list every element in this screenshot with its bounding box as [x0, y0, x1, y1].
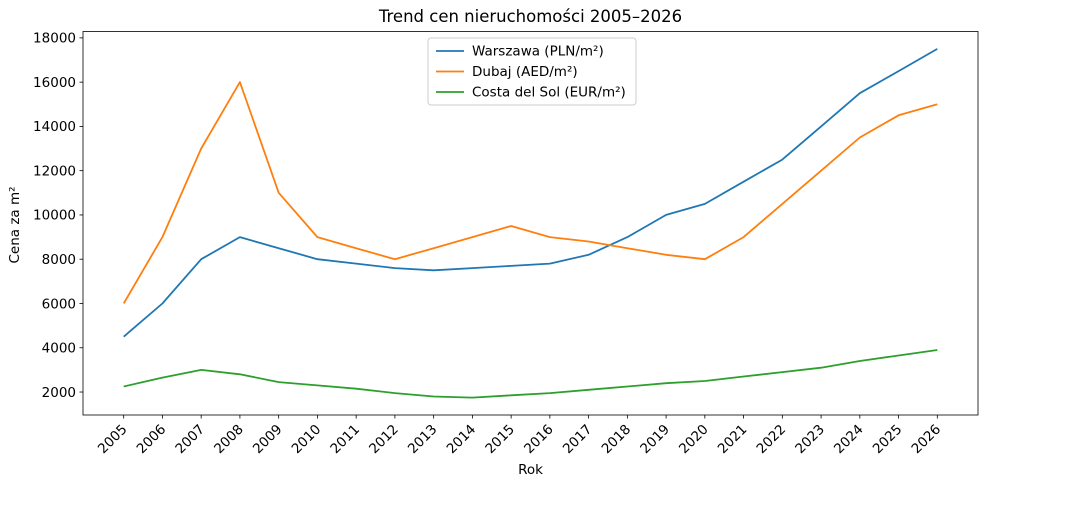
y-tick-label: 4000	[42, 341, 76, 357]
y-tick-label: 2000	[42, 385, 76, 401]
legend-label-costa-del-sol: Costa del Sol (EUR/m²)	[472, 85, 626, 101]
y-axis-ticks: 2000 4000 6000 8000 10000 12000 14000 16000 1800…	[33, 31, 83, 401]
y-tick-label: 10000	[33, 208, 76, 224]
plot-border	[82, 31, 979, 416]
series-line-1	[123, 48, 938, 338]
y-tick-label: 8000	[42, 252, 76, 268]
legend-box	[427, 37, 637, 106]
y-tick-label: 14000	[33, 119, 76, 135]
y-tick-label: 16000	[33, 75, 76, 91]
legend-label-dubaj: Dubaj (AED/m²)	[472, 64, 578, 80]
y-tick-label: 12000	[33, 163, 76, 179]
chart-title: Trend cen nieruchomości 2005–2026	[378, 7, 682, 26]
y-axis-label: Cena za m²	[7, 186, 23, 263]
series-lines	[122, 48, 938, 399]
legend: Warszawa (PLN/m²) Dubaj (AED/m²) Costa d…	[427, 37, 637, 106]
legend-label-warszawa: Warszawa (PLN/m²)	[472, 44, 604, 60]
series-line-2	[122, 81, 938, 304]
y-tick-label: 18000	[33, 31, 76, 47]
y-tick-label: 6000	[42, 296, 76, 312]
series-line-3	[123, 349, 938, 399]
x-axis-label: Rok	[518, 462, 543, 478]
